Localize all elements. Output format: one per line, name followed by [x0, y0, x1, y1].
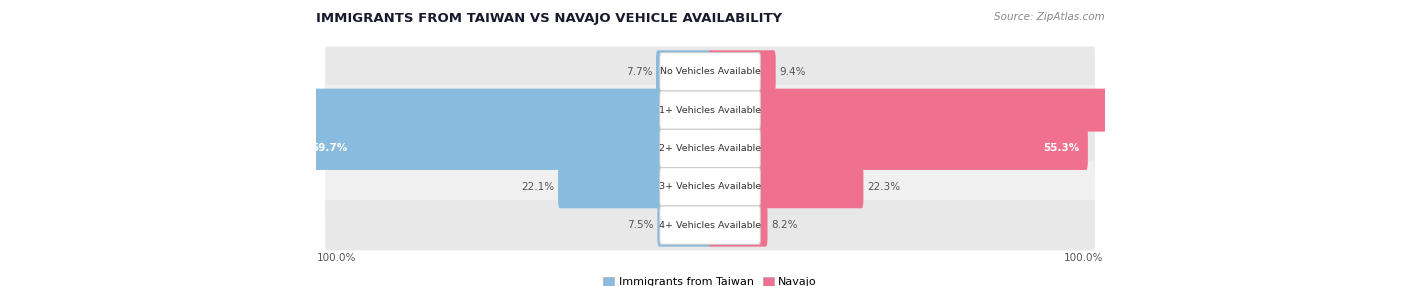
FancyBboxPatch shape — [558, 165, 711, 208]
Text: No Vehicles Available: No Vehicles Available — [659, 67, 761, 76]
FancyBboxPatch shape — [80, 89, 711, 132]
FancyBboxPatch shape — [709, 50, 776, 93]
FancyBboxPatch shape — [325, 200, 1095, 251]
Text: 100.0%: 100.0% — [316, 253, 356, 263]
FancyBboxPatch shape — [659, 168, 761, 206]
FancyBboxPatch shape — [325, 162, 1095, 212]
Text: 2+ Vehicles Available: 2+ Vehicles Available — [659, 144, 761, 153]
FancyBboxPatch shape — [659, 53, 761, 91]
FancyBboxPatch shape — [325, 46, 1095, 97]
Text: 3+ Vehicles Available: 3+ Vehicles Available — [659, 182, 761, 191]
Text: 22.1%: 22.1% — [522, 182, 554, 192]
Text: 55.3%: 55.3% — [1043, 144, 1080, 154]
Text: Source: ZipAtlas.com: Source: ZipAtlas.com — [994, 12, 1105, 22]
FancyBboxPatch shape — [657, 50, 711, 93]
FancyBboxPatch shape — [659, 129, 761, 168]
Text: 100.0%: 100.0% — [1064, 253, 1104, 263]
FancyBboxPatch shape — [709, 204, 768, 247]
Text: 7.7%: 7.7% — [626, 67, 652, 77]
FancyBboxPatch shape — [302, 127, 711, 170]
Text: 8.2%: 8.2% — [772, 220, 797, 230]
FancyBboxPatch shape — [659, 91, 761, 129]
Text: 9.4%: 9.4% — [779, 67, 806, 77]
FancyBboxPatch shape — [709, 165, 863, 208]
Text: IMMIGRANTS FROM TAIWAN VS NAVAJO VEHICLE AVAILABILITY: IMMIGRANTS FROM TAIWAN VS NAVAJO VEHICLE… — [315, 12, 782, 25]
Legend: Immigrants from Taiwan, Navajo: Immigrants from Taiwan, Navajo — [603, 277, 817, 286]
Text: 90.8%: 90.8% — [1285, 105, 1320, 115]
Text: 22.3%: 22.3% — [868, 182, 900, 192]
FancyBboxPatch shape — [709, 89, 1329, 132]
Text: 1+ Vehicles Available: 1+ Vehicles Available — [659, 106, 761, 115]
FancyBboxPatch shape — [659, 206, 761, 244]
Text: 92.3%: 92.3% — [89, 105, 125, 115]
Text: 4+ Vehicles Available: 4+ Vehicles Available — [659, 221, 761, 230]
Text: 59.7%: 59.7% — [311, 144, 347, 154]
FancyBboxPatch shape — [325, 85, 1095, 136]
FancyBboxPatch shape — [325, 123, 1095, 174]
FancyBboxPatch shape — [658, 204, 711, 247]
Text: 7.5%: 7.5% — [627, 220, 654, 230]
FancyBboxPatch shape — [709, 127, 1088, 170]
